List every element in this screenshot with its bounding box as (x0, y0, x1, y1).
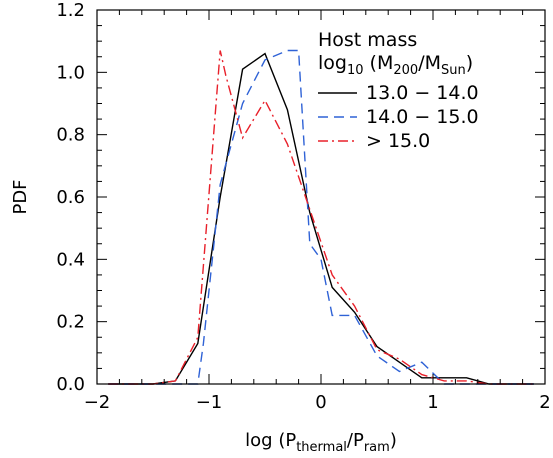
x-tick-label: −2 (84, 392, 111, 413)
series-layer (108, 49, 534, 385)
legend-label-3: > 15.0 (366, 130, 430, 152)
legend-label-2: 14.0 − 15.0 (366, 106, 479, 128)
y-tick-label: 1.2 (56, 0, 85, 21)
legend-label-1: 13.0 − 14.0 (366, 82, 479, 104)
y-tick-label: 0.0 (56, 374, 85, 395)
x-tick-label: 2 (539, 392, 550, 413)
x-tick-label: 1 (427, 392, 438, 413)
legend: Host mass log10 (M200/MSun) 13.0 − 14.01… (318, 29, 479, 152)
legend-entries: 13.0 − 14.014.0 − 15.0> 15.0 (318, 82, 479, 152)
y-tick-label: 0.8 (56, 125, 85, 146)
series-line-3 (108, 50, 534, 385)
y-tick-label: 1.0 (56, 62, 85, 83)
ticks-layer: −2 −1 0 1 2 0.0 0.2 0.4 0.6 0.8 1.0 1.2 (56, 0, 550, 413)
y-tick-label: 0.6 (56, 187, 85, 208)
x-tick-label: 0 (315, 392, 326, 413)
series-line-1 (108, 52, 534, 385)
x-axis-label: log (Pthermal/Pram) (245, 430, 397, 455)
y-tick-label: 0.4 (56, 249, 85, 270)
series-line-2 (108, 49, 534, 385)
y-axis-label: PDF (10, 179, 31, 214)
y-tick-label: 0.2 (56, 312, 85, 333)
legend-title: Host mass (318, 29, 417, 51)
legend-subtitle: log10 (M200/MSun) (318, 52, 473, 78)
x-tick-label: −1 (196, 392, 223, 413)
